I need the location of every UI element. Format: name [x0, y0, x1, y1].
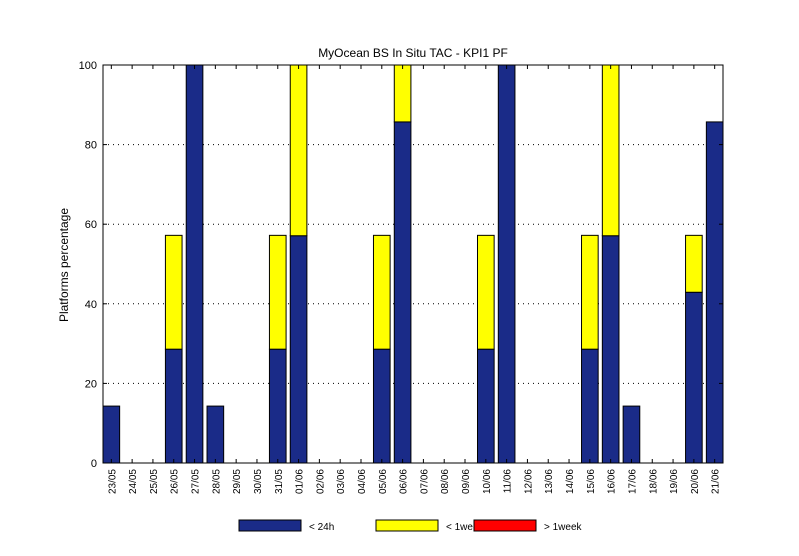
x-tick-label: 25/05	[149, 469, 160, 494]
legend: < 24h < 1week > 1week	[238, 519, 583, 533]
legend-label: < 1week	[446, 522, 485, 533]
bar-segment	[372, 234, 391, 350]
bar-segment	[705, 121, 724, 464]
chart-title: MyOcean BS In Situ TAC - KPI1 PF	[318, 46, 508, 60]
x-tick-label: 17/06	[627, 469, 638, 494]
y-tick-label: 40	[85, 299, 97, 311]
x-tick-label: 13/06	[544, 469, 555, 494]
x-tick-label: 26/05	[170, 469, 181, 494]
bar-segment	[393, 121, 412, 464]
bar-segment	[685, 234, 703, 293]
bar-segment	[289, 64, 308, 237]
bar-segment	[268, 348, 287, 464]
x-tick-label: 28/05	[211, 469, 222, 494]
x-tick-label: 23/05	[107, 469, 118, 494]
x-tick-label: 01/06	[295, 469, 306, 494]
x-tick-label: 08/06	[440, 469, 451, 494]
bar-segment	[497, 64, 516, 464]
bar-segment	[164, 348, 183, 464]
x-tick-label: 02/06	[315, 469, 326, 494]
legend-label: < 24h	[309, 522, 334, 533]
bar-segment	[581, 234, 599, 350]
bar-segment	[476, 348, 495, 464]
x-tick-label: 12/06	[523, 469, 534, 494]
bar-segment	[185, 64, 204, 464]
bar-segment	[601, 235, 620, 464]
bar-segment	[476, 234, 495, 350]
y-tick-label: 0	[91, 458, 97, 470]
bar-segment	[685, 291, 703, 464]
y-axis-label: Platforms percentage	[57, 208, 71, 322]
x-tick-label: 07/06	[419, 469, 430, 494]
x-tick-label: 11/06	[503, 469, 514, 494]
y-tick-label: 80	[85, 140, 97, 152]
x-tick-label: 16/06	[607, 469, 618, 494]
x-tick-label: 21/06	[711, 469, 722, 494]
x-tick-label: 19/06	[669, 469, 680, 494]
bar-segment	[393, 64, 412, 123]
legend-label: > 1week	[544, 522, 583, 533]
y-axis-ticks: 0 20 40 60 80 100	[79, 60, 723, 470]
bar-segment	[622, 405, 641, 464]
legend-swatch	[473, 519, 537, 532]
legend-swatch	[375, 519, 439, 532]
x-tick-label: 15/06	[586, 469, 597, 494]
x-tick-label: 18/06	[648, 469, 659, 494]
grid-lines	[103, 144, 723, 384]
legend-swatch	[238, 519, 302, 532]
bar-segment	[581, 348, 599, 464]
bar-segment	[164, 234, 183, 350]
x-tick-label: 10/06	[482, 469, 493, 494]
x-tick-label: 03/06	[336, 469, 347, 494]
plot-frame	[102, 64, 724, 464]
bar-segment	[372, 348, 391, 464]
bar-segment	[268, 234, 287, 350]
x-tick-label: 14/06	[565, 469, 576, 494]
x-tick-label: 05/06	[378, 469, 389, 494]
bars	[102, 64, 724, 464]
x-tick-label: 30/05	[253, 469, 264, 494]
y-tick-label: 100	[79, 60, 97, 72]
x-tick-label: 31/05	[274, 469, 285, 494]
y-tick-label: 20	[85, 378, 97, 390]
x-tick-label: 27/05	[191, 469, 202, 494]
y-tick-label: 60	[85, 219, 97, 231]
bar-segment	[289, 235, 308, 464]
x-tick-label: 29/05	[232, 469, 243, 494]
bar-segment	[206, 405, 225, 464]
x-tick-label: 06/06	[399, 469, 410, 494]
bar-segment	[102, 405, 121, 464]
bar-segment	[601, 64, 620, 237]
x-axis-ticks: 23/05 24/05 25/05 26/05 27/05 28/05 29/05 30/05…	[107, 65, 722, 494]
x-tick-label: 09/06	[461, 469, 472, 494]
x-tick-label: 24/05	[128, 469, 139, 494]
x-tick-label: 20/06	[690, 469, 701, 494]
x-tick-label: 04/06	[357, 469, 368, 494]
